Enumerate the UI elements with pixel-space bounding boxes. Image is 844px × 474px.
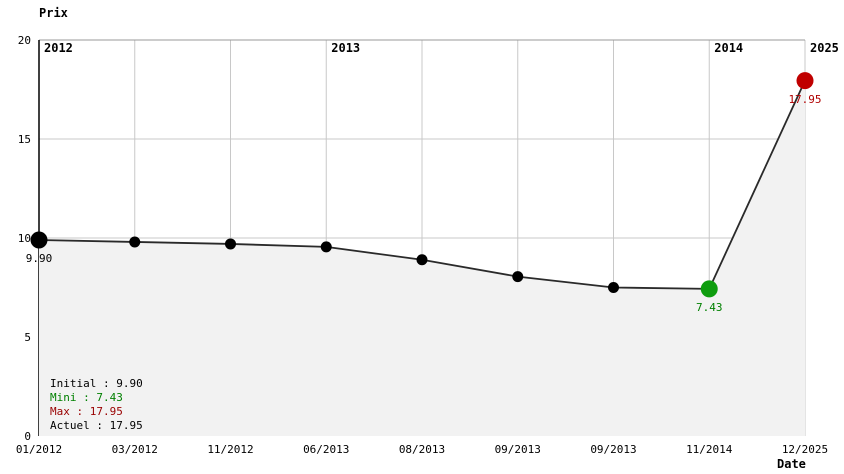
legend-item: Actuel : 17.95 xyxy=(50,419,143,432)
point-value-label: 17.95 xyxy=(788,92,822,106)
y-tick-label: 15 xyxy=(17,133,31,146)
x-tick-label: 11/2012 xyxy=(207,443,254,456)
legend-item: Max : 17.95 xyxy=(50,405,123,418)
x-axis-title: Date xyxy=(777,457,806,471)
y-tick-label: 20 xyxy=(17,34,31,47)
year-label: 2013 xyxy=(331,41,361,55)
data-point-1 xyxy=(129,236,141,248)
data-point-5 xyxy=(512,271,524,283)
y-tick-label: 10 xyxy=(17,232,31,245)
x-tick-label: 09/2013 xyxy=(494,443,541,456)
data-point-2 xyxy=(225,238,236,250)
data-point-3 xyxy=(320,241,332,253)
x-tick-label: 11/2014 xyxy=(686,443,733,456)
data-point-max xyxy=(796,72,814,90)
y-tick-label: 5 xyxy=(24,331,31,344)
y-axis-title: Prix xyxy=(39,6,68,20)
x-tick-label: 12/2025 xyxy=(781,443,829,456)
year-label: 2012 xyxy=(44,41,73,55)
point-value-label: 7.43 xyxy=(696,300,723,314)
data-point-6 xyxy=(608,282,619,293)
y-tick-label: 0 xyxy=(24,430,31,443)
legend-item: Mini : 7.43 xyxy=(50,391,123,404)
year-label: 2025 xyxy=(810,41,839,55)
area-fill xyxy=(39,80,805,436)
x-tick-label: 09/2013 xyxy=(590,443,637,456)
data-point-4 xyxy=(416,254,428,266)
x-tick-label: 08/2013 xyxy=(398,443,446,456)
data-point-min xyxy=(700,280,718,298)
x-tick-label: 01/2012 xyxy=(15,443,63,456)
year-label: 2014 xyxy=(714,41,744,55)
point-value-label: 9.90 xyxy=(25,251,53,265)
data-point-initial xyxy=(30,231,48,249)
chart-legend: Initial : 9.90 Mini : 7.43 Max : 17.95 Actu… xyxy=(50,377,143,433)
x-tick-label: 06/2013 xyxy=(303,443,350,456)
legend-item: Initial : 9.90 xyxy=(50,377,143,390)
x-tick-label: 03/2012 xyxy=(111,443,158,456)
